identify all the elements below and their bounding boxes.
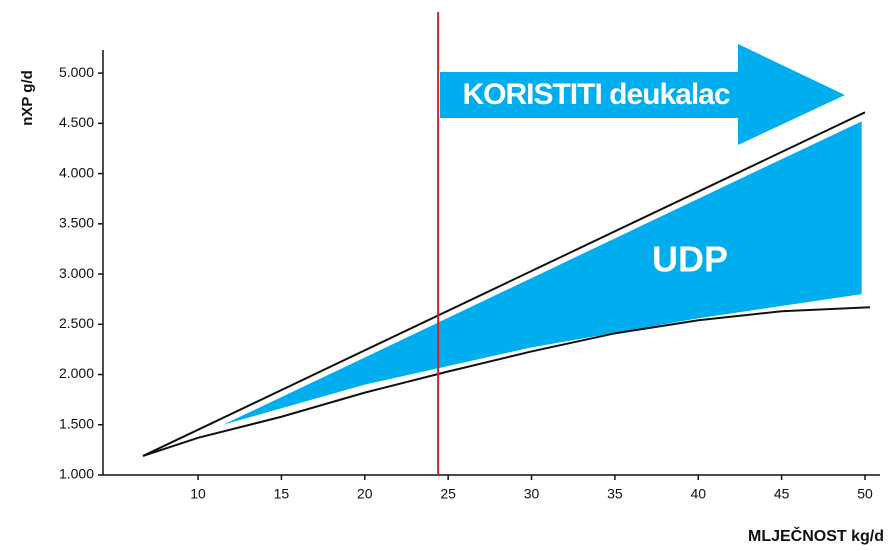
line xyxy=(142,306,871,457)
x-tick-label: 35 xyxy=(607,486,623,502)
x-tick-label: 20 xyxy=(357,486,373,502)
udp-area xyxy=(223,121,862,425)
x-tick-label: 50 xyxy=(857,486,873,502)
line xyxy=(142,111,866,457)
y-tick-label: 5.000 xyxy=(59,64,94,80)
x-tick-label: 45 xyxy=(774,486,790,502)
x-axis-label: MLJEČNOST kg/d xyxy=(748,526,884,545)
y-tick-label: 4.500 xyxy=(59,114,94,130)
arrow xyxy=(440,44,845,145)
x-tick-label: 25 xyxy=(440,486,456,502)
y-tick-label: 2.000 xyxy=(59,365,94,381)
y-tick-label: 4.000 xyxy=(59,164,94,180)
y-tick-label: 2.500 xyxy=(59,315,94,331)
annotation: KORISTITI deukalac xyxy=(462,78,729,111)
y-axis-label: nXP g/d xyxy=(19,70,36,126)
y-tick-label: 3.500 xyxy=(59,215,94,231)
x-tick-label: 40 xyxy=(690,486,706,502)
y-tick-label: 3.000 xyxy=(59,265,94,281)
x-tick-label: 30 xyxy=(524,486,540,502)
x-tick-label: 15 xyxy=(274,486,290,502)
area-label: UDP xyxy=(652,239,728,280)
y-tick-label: 1.000 xyxy=(59,466,94,482)
y-tick-label: 1.500 xyxy=(59,415,94,431)
x-tick-label: 10 xyxy=(190,486,206,502)
